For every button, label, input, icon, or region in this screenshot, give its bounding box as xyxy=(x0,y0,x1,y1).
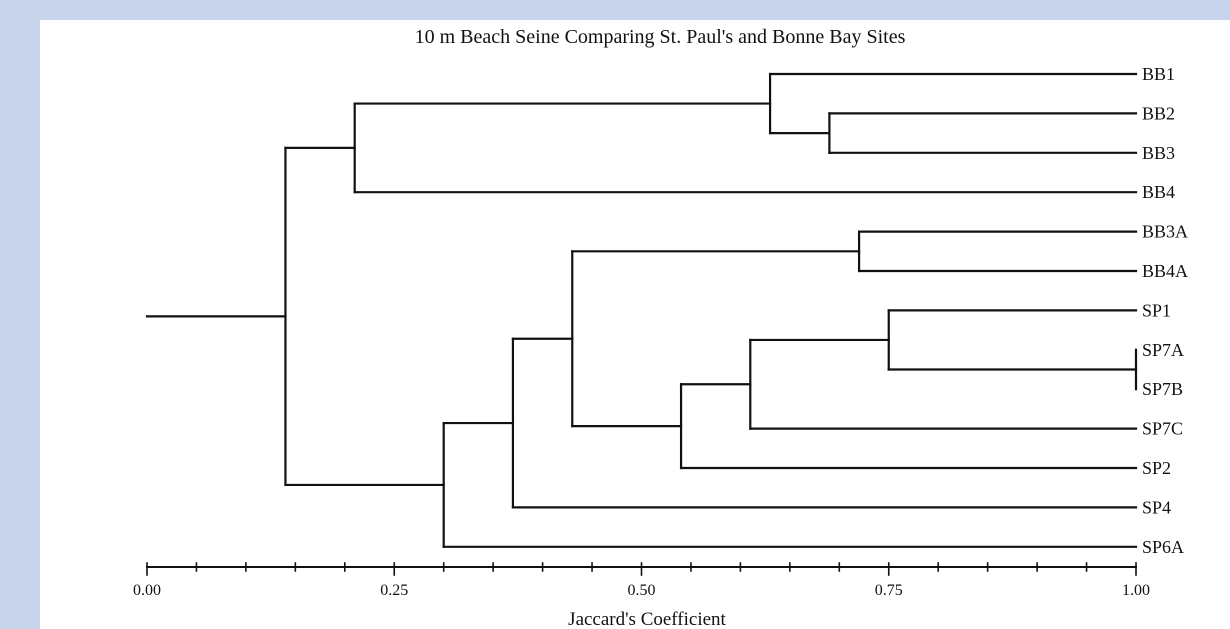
x-tick-label: 0.75 xyxy=(875,582,903,599)
leaf-label: SP4 xyxy=(1142,497,1171,517)
leaf-label: SP1 xyxy=(1142,300,1171,320)
leaf-label: BB2 xyxy=(1142,103,1175,123)
leaf-label: BB3A xyxy=(1142,222,1188,242)
leaf-label: SP7A xyxy=(1142,340,1184,360)
leaf-label: BB3 xyxy=(1142,143,1175,163)
x-tick-label: 0.50 xyxy=(628,582,656,599)
leaf-label: SP6A xyxy=(1142,537,1184,557)
dendrogram-links xyxy=(145,72,1138,548)
leaf-label: BB4 xyxy=(1142,182,1175,202)
leaf-label: SP2 xyxy=(1142,458,1171,478)
x-tick-label: 0.25 xyxy=(380,582,408,599)
chart-panel: 10 m Beach Seine Comparing St. Paul's an… xyxy=(40,20,1230,629)
x-tick-label: 1.00 xyxy=(1122,582,1150,599)
x-tick-label: 0.00 xyxy=(133,582,161,599)
x-axis-label: Jaccard's Coefficient xyxy=(568,609,726,629)
leaf-label: SP7B xyxy=(1142,379,1183,399)
chart-title: 10 m Beach Seine Comparing St. Paul's an… xyxy=(415,26,906,48)
leaf-labels: BB1 BB2 BB3 BB4 BB3A BB4A SP1 SP7A SP7B SP7C SP2 SP… xyxy=(1142,64,1188,557)
dendrogram-chart: 10 m Beach Seine Comparing St. Paul's an… xyxy=(133,26,1188,629)
x-axis: 0.00 0.25 0.50 0.75 1.00 xyxy=(133,562,1150,599)
leaf-label: BB4A xyxy=(1142,261,1188,281)
leaf-label: BB1 xyxy=(1142,64,1175,84)
leaf-label: SP7C xyxy=(1142,419,1183,439)
